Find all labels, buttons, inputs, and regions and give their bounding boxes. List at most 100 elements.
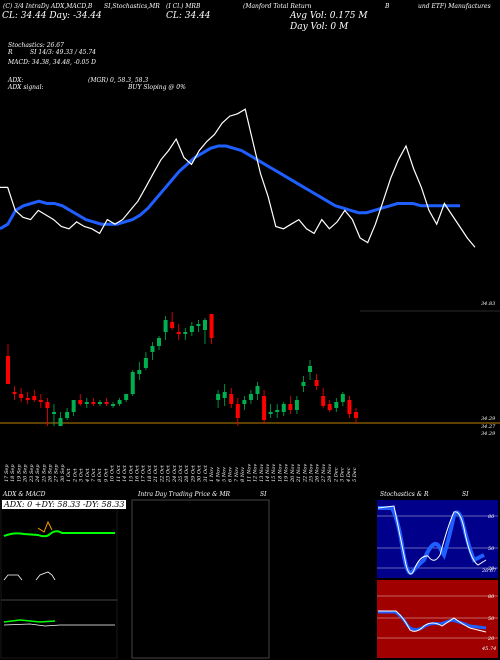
price-label-1: 34.29 (481, 416, 496, 422)
x-tick-label: 8 Nov (240, 467, 246, 482)
candle-body (281, 404, 286, 412)
x-tick-label: 27 Sep (54, 464, 60, 483)
x-tick-label: 9 Oct (103, 467, 109, 482)
x-tick-label: 21 Nov (296, 464, 302, 483)
candle-body (196, 324, 201, 326)
candle-body (268, 412, 273, 414)
candle-body (222, 392, 227, 398)
x-tick-label: 21 Oct (153, 464, 159, 483)
candle-body (189, 326, 194, 332)
candle-body (202, 320, 207, 330)
x-tick-label: 24 Sep (35, 464, 41, 483)
candle-body (150, 346, 155, 352)
x-tick-label: 23 Oct (166, 464, 172, 483)
candle-body (117, 400, 122, 404)
candle-body (137, 370, 142, 374)
candle-body (19, 394, 24, 398)
x-tick-label: 17 Sep (4, 464, 10, 482)
x-tick-label: 29 Nov (327, 464, 333, 483)
candle-body (124, 394, 129, 400)
x-tick-label: 19 Nov (284, 464, 290, 482)
candle-body (308, 366, 313, 372)
stoch-tick: 20 (487, 566, 495, 572)
candle-body (170, 322, 175, 328)
adx-value-box: ADX: 0 +DY: 58.33 -DY: 58.33 (2, 500, 127, 509)
candles (6, 312, 358, 426)
header-center-1: (I Cl.) MRB (166, 3, 201, 10)
avg-vol: Avg Vol: 0.175 M (290, 11, 368, 21)
x-tick-label: 6 Nov (228, 467, 234, 482)
x-tick-label: 15 Nov (271, 464, 277, 482)
candle-body (235, 404, 240, 418)
candle-body (301, 382, 306, 386)
adx-white-bumps (3, 571, 56, 581)
candle-body (143, 358, 148, 368)
stoch-text: Stochastics: 26.67 (8, 42, 64, 49)
adx-label: ADX: (8, 77, 24, 84)
candle-body (65, 412, 70, 418)
x-tick-label: 2 Oct (72, 467, 78, 483)
candle-body (6, 356, 10, 384)
x-tick-label: 10 Oct (110, 464, 116, 482)
x-tick-label: 11 Oct (116, 464, 122, 482)
x-tick-label: 25 Nov (309, 464, 315, 483)
x-tick-label: 1 Oct (66, 467, 72, 482)
x-tick-label: 5 Dec (352, 467, 358, 482)
stoch-panel-title: Stochastics & R (380, 491, 429, 498)
macd-blue-line (0, 144, 460, 231)
adx-green-line (3, 530, 115, 538)
x-tick-label: 3 Dec (340, 467, 346, 482)
header-mid-1: SI,Stochastics,MR (104, 3, 160, 10)
x-tick-label: 22 Nov (302, 464, 308, 483)
candle-body (216, 394, 221, 400)
macd-green-line-small (3, 619, 56, 623)
candle-body (183, 332, 188, 334)
header-title-1: (Manford Total Return (243, 3, 312, 10)
candle-body (255, 386, 260, 394)
price-label-top: 34.83 (481, 301, 495, 307)
day-vol: Day Vol: 0 M (290, 22, 349, 32)
candle-body (288, 404, 293, 410)
candle-body (111, 404, 116, 406)
x-tick-label: 14 Oct (122, 464, 128, 482)
si-tick: 50 (488, 616, 495, 622)
intraday-panel-si: SI (260, 491, 267, 498)
candle-body (71, 400, 76, 412)
x-tick-label: 20 Sep (23, 464, 29, 483)
x-tick-label: 24 Oct (172, 464, 178, 483)
x-tick-label: 18 Sep (10, 464, 16, 482)
candle-body (45, 402, 50, 408)
x-tick-label: 19 Sep (16, 464, 22, 482)
candle-body (340, 394, 345, 402)
candle-body (321, 396, 326, 406)
macd-white-line-small (3, 623, 115, 627)
stoch-tick: 80 (488, 514, 495, 520)
candle-body (242, 400, 247, 404)
x-tick-label: 5 Nov (222, 467, 228, 482)
candle-body (334, 402, 339, 408)
candle-body (130, 372, 135, 394)
x-tick-label: 4 Dec (346, 467, 352, 483)
candle-body (347, 400, 352, 414)
x-tick-label: 14 Nov (265, 464, 271, 482)
candle-body (32, 396, 37, 400)
x-tick-label: 26 Nov (315, 464, 321, 483)
x-tick-label: 29 Oct (190, 464, 196, 483)
candle-body (294, 400, 299, 410)
candle-body (327, 404, 332, 410)
si-last-value: 45.74 (481, 646, 496, 652)
adx-orange-line (37, 520, 53, 533)
x-tick-label: 17 Oct (141, 464, 147, 482)
x-tick-label: 20 Nov (290, 464, 296, 483)
macd-white-line (0, 108, 476, 248)
x-tick-label: 12 Nov (253, 464, 259, 482)
stoch-tick: 50 (488, 546, 495, 552)
header-center-2: CL: 34.44 (166, 11, 211, 21)
x-tick-label: 1 Nov (209, 467, 215, 482)
adx-signal-label: ADX signal: (8, 84, 44, 91)
candle-body (25, 398, 30, 400)
candle-body (38, 400, 43, 402)
adx-panel (0, 499, 118, 659)
x-tick-label: 7 Oct (91, 467, 97, 482)
